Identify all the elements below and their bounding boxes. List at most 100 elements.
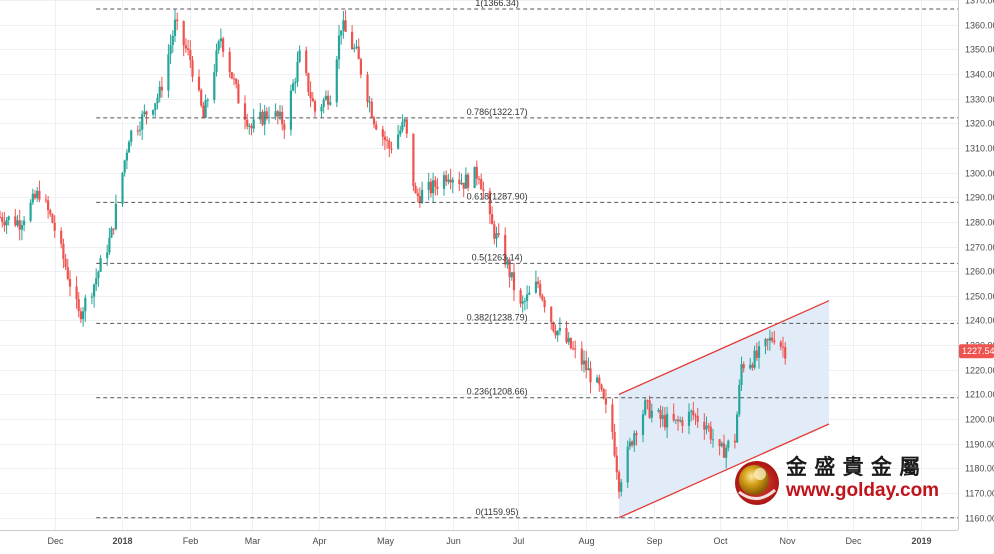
candle-body	[292, 83, 295, 91]
candle-body	[95, 278, 98, 285]
candle-body	[182, 21, 185, 46]
fib-level-label: 1(1366.34)	[475, 0, 519, 8]
candle-body	[353, 47, 356, 50]
candle-body	[5, 220, 8, 226]
y-tick-label: 1330.00	[965, 95, 994, 105]
candle-body	[375, 124, 378, 130]
candle-body	[753, 350, 756, 368]
x-tick-label: Jul	[513, 536, 525, 546]
candle-body	[480, 179, 483, 190]
candle-body	[412, 133, 415, 187]
candle-body	[235, 79, 238, 84]
candle-body	[202, 105, 205, 118]
y-tick-label: 1240.00	[965, 316, 994, 326]
candle-body	[99, 258, 102, 272]
candle-body	[720, 443, 723, 447]
x-tick-label: Sep	[646, 536, 662, 546]
candle-body	[552, 322, 555, 331]
candle-body	[403, 119, 406, 122]
fib-level-label: 0.236(1208.66)	[467, 387, 528, 397]
candle-body	[228, 51, 231, 73]
candle-body	[436, 186, 439, 189]
x-tick-label: Aug	[578, 536, 594, 546]
candle-body	[768, 337, 771, 341]
candle-body	[736, 414, 739, 443]
candle-body	[219, 38, 222, 42]
last-price-label: 1227.54	[962, 346, 994, 356]
candle-body	[633, 433, 636, 446]
candle-body	[401, 121, 404, 131]
y-tick-label: 1170.00	[965, 489, 994, 499]
brand-url: www.golday.com	[785, 480, 939, 501]
candle-body	[79, 311, 82, 320]
candle-body	[261, 111, 264, 125]
candle-body	[200, 90, 203, 106]
candle-body	[416, 193, 419, 196]
candle-body	[709, 426, 712, 440]
y-tick-label: 1190.00	[965, 440, 994, 450]
candle-body	[60, 230, 63, 244]
candle-body	[620, 482, 623, 492]
candle-body	[366, 74, 369, 102]
candle-body	[414, 186, 417, 194]
candle-body	[16, 220, 19, 226]
candle-body	[237, 84, 240, 104]
candle-body	[418, 196, 421, 204]
candle-body	[259, 111, 262, 120]
candle-body	[206, 99, 209, 101]
candle-body	[320, 106, 323, 112]
candle-body	[160, 86, 163, 91]
candle-body	[749, 364, 752, 369]
candle-body	[298, 50, 301, 62]
candle-body	[550, 307, 553, 323]
candle-body	[173, 19, 177, 36]
candle-body	[534, 281, 537, 293]
candle-body	[397, 134, 400, 149]
candle-body	[657, 410, 660, 412]
candle-body	[602, 389, 605, 399]
candle-body	[246, 119, 249, 127]
price-axis[interactable]: 1160.00 1170.00 1180.00 1190.00 1200.00 1210.…	[965, 0, 994, 524]
candle-body	[687, 411, 691, 426]
candle-body	[539, 284, 542, 296]
candle-body	[475, 166, 478, 179]
candle-body	[18, 220, 21, 230]
candle-body	[508, 260, 511, 278]
candle-body	[458, 179, 461, 185]
candle-body	[648, 400, 651, 418]
candle-body	[106, 252, 109, 259]
candle-body	[138, 129, 142, 131]
x-tick-label: Jun	[446, 536, 461, 546]
y-tick-label: 1160.00	[965, 514, 994, 524]
candle-body	[372, 117, 376, 125]
y-tick-label: 1340.00	[965, 70, 994, 80]
candle-body	[554, 331, 557, 336]
candle-body	[567, 338, 570, 343]
candle-body	[156, 97, 159, 104]
candle-body	[337, 35, 341, 60]
candle-body	[558, 328, 561, 331]
candle-body	[694, 415, 697, 417]
y-tick-label: 1200.00	[965, 415, 994, 425]
candle-body	[44, 199, 47, 201]
candle-body	[399, 130, 402, 135]
candle-body	[383, 136, 386, 141]
candle-body	[313, 101, 317, 112]
candle-body	[93, 284, 96, 297]
candle-body	[114, 203, 117, 229]
x-tick-label: Apr	[312, 536, 326, 546]
last-price-tag: 1227.54	[959, 344, 994, 359]
candle-body	[600, 384, 603, 390]
candle-body	[187, 48, 190, 50]
candle-body	[738, 384, 741, 415]
candle-body	[342, 20, 345, 31]
time-axis[interactable]: Dec 2018 Feb Mar Apr May Jun Jul Aug Sep Oct Nov Dec…	[47, 536, 931, 546]
y-tick-label: 1350.00	[965, 45, 994, 55]
candle-body	[569, 338, 572, 349]
candle-body	[644, 400, 647, 415]
candle-body	[574, 348, 577, 350]
candle-body	[742, 364, 745, 369]
candle-body	[766, 339, 769, 341]
candle-body	[663, 415, 666, 428]
